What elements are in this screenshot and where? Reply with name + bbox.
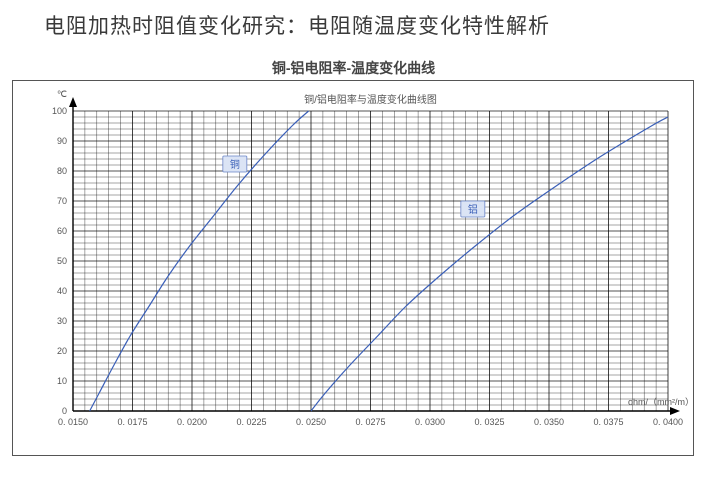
- x-axis-label: ohm/（mm²/m）: [628, 397, 693, 407]
- y-tick-label: 30: [57, 316, 67, 326]
- y-tick-label: 100: [52, 106, 67, 116]
- y-tick-label: 10: [57, 376, 67, 386]
- x-tick-label: 0. 0325: [474, 417, 504, 427]
- x-tick-label: 0. 0150: [58, 417, 88, 427]
- chart-svg: 0 10 20 30 40 50 60 70 80 90 100 ℃ 0. 0150 0. 0175 0. …: [13, 81, 693, 455]
- y-axis-label: ℃: [57, 89, 67, 99]
- chart-subtitle: 铜-铝电阻率-温度变化曲线: [0, 58, 707, 78]
- x-tick-label: 0. 0350: [534, 417, 564, 427]
- y-tick-label: 60: [57, 226, 67, 236]
- x-tick-label: 0. 0175: [117, 417, 147, 427]
- y-tick-label: 80: [57, 166, 67, 176]
- x-tick-label: 0. 0250: [296, 417, 326, 427]
- y-tick-label: 70: [57, 196, 67, 206]
- y-tick-label: 0: [62, 406, 67, 416]
- x-tick-label: 0. 0375: [593, 417, 623, 427]
- x-tick-label: 0. 0225: [236, 417, 266, 427]
- chart-inner-title: 铜/铝电阻率与温度变化曲线图: [304, 93, 437, 106]
- x-tick-label: 0. 0200: [177, 417, 207, 427]
- series-label: 铝: [468, 204, 478, 216]
- y-tick-label: 50: [57, 256, 67, 266]
- series-label: 铜: [230, 159, 240, 171]
- x-tick-label: 0. 0400: [653, 417, 683, 427]
- x-tick-label: 0. 0300: [415, 417, 445, 427]
- x-tick-label: 0. 0275: [355, 417, 385, 427]
- page-root: 电阻加热时阻值变化研究：电阻随温度变化特性解析 铜-铝电阻率-温度变化曲线 0 1…: [0, 0, 707, 500]
- y-tick-label: 20: [57, 346, 67, 356]
- page-title: 电阻加热时阻值变化研究：电阻随温度变化特性解析: [44, 10, 550, 40]
- y-tick-label: 90: [57, 136, 67, 146]
- y-tick-label: 40: [57, 286, 67, 296]
- chart-frame: 0 10 20 30 40 50 60 70 80 90 100 ℃ 0. 0150 0. 0175 0. …: [12, 80, 694, 456]
